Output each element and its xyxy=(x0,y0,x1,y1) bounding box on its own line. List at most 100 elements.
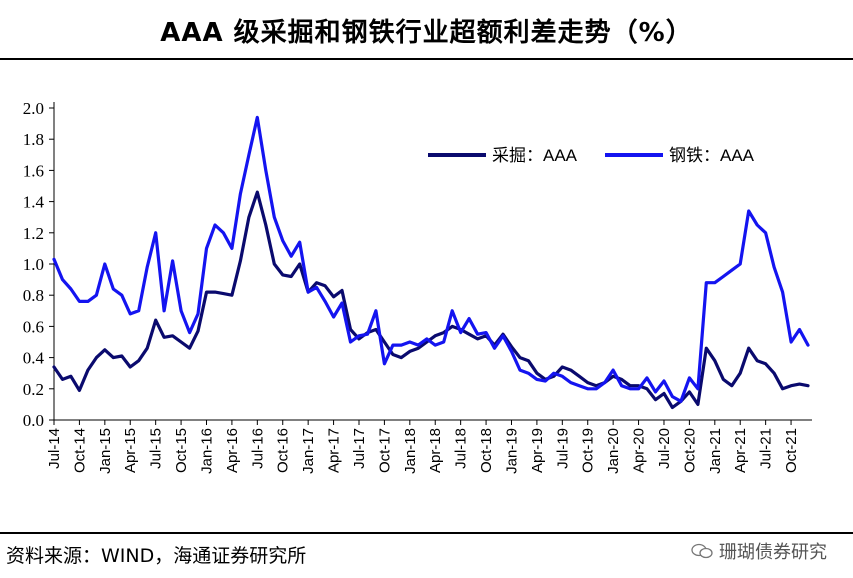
data-point xyxy=(349,328,352,331)
title-rule xyxy=(0,58,853,60)
data-point xyxy=(264,169,267,172)
data-point xyxy=(179,309,183,312)
data-point xyxy=(273,216,276,219)
data-point xyxy=(671,395,674,398)
data-point xyxy=(434,334,437,337)
data-point xyxy=(688,376,691,380)
data-point xyxy=(188,347,191,350)
x-tick-label: Apr-16 xyxy=(224,428,241,473)
data-point xyxy=(645,376,649,380)
data-point xyxy=(739,262,742,266)
x-tick-label: Jul-20 xyxy=(656,428,673,469)
data-point xyxy=(586,381,589,384)
data-point xyxy=(315,281,318,284)
data-point xyxy=(120,294,124,297)
data-point xyxy=(205,290,208,294)
data-point xyxy=(501,334,505,337)
data-point xyxy=(86,368,90,372)
x-tick-label: Jan-20 xyxy=(605,428,622,474)
data-point xyxy=(722,378,725,381)
data-point xyxy=(722,275,725,278)
x-tick-label: Apr-19 xyxy=(529,428,546,473)
data-point xyxy=(78,300,81,303)
x-tick-label: Apr-21 xyxy=(732,428,749,473)
data-point xyxy=(806,343,810,347)
x-tick-label: Jul-18 xyxy=(453,428,470,469)
data-point xyxy=(595,384,598,387)
series-line-2 xyxy=(52,115,810,403)
data-point xyxy=(349,340,352,344)
data-point xyxy=(298,241,301,244)
x-tick-label: Apr-20 xyxy=(631,428,648,473)
data-point xyxy=(611,375,615,378)
data-point xyxy=(476,333,479,336)
data-point xyxy=(213,290,217,294)
data-point xyxy=(69,287,73,291)
x-tick-label: Oct-17 xyxy=(376,428,393,473)
data-point xyxy=(340,301,344,305)
data-point xyxy=(196,312,200,316)
data-point xyxy=(781,290,784,294)
data-point xyxy=(205,247,208,250)
data-point xyxy=(620,384,623,387)
x-tick-label: Oct-19 xyxy=(580,428,597,473)
data-point xyxy=(417,343,420,347)
data-point xyxy=(730,269,733,272)
data-point xyxy=(264,223,267,227)
data-point xyxy=(78,389,81,392)
data-point xyxy=(408,340,411,344)
data-point xyxy=(95,294,98,297)
data-point xyxy=(112,356,115,359)
y-tick-label: 0.6 xyxy=(23,317,44,336)
data-point xyxy=(806,384,810,387)
data-point xyxy=(323,284,327,287)
data-point xyxy=(383,362,386,365)
y-tick-label: 1.8 xyxy=(23,130,44,149)
data-point xyxy=(281,239,284,242)
data-point xyxy=(527,372,530,375)
data-point xyxy=(374,328,378,331)
data-point xyxy=(298,262,301,266)
watermark-text: 珊瑚债券研究 xyxy=(719,542,827,563)
data-point xyxy=(713,359,716,362)
legend-label: 采掘：AAA xyxy=(492,146,578,165)
chart-title: AAA 级采掘和钢铁行业超额利差走势（%） xyxy=(160,18,693,48)
data-point xyxy=(628,387,632,390)
data-point xyxy=(129,312,132,316)
x-tick-label: Apr-18 xyxy=(427,428,444,473)
data-point xyxy=(120,354,124,358)
data-point xyxy=(654,398,657,401)
data-point xyxy=(230,247,234,250)
watermark: 珊瑚债券研究 xyxy=(691,538,827,564)
data-point xyxy=(451,325,454,328)
data-point xyxy=(290,255,293,258)
line-chart: 0.0 0.2 0.4 0.6 0.8 1.0 1.2 1.4 1.6 1.8 2.0 Jul-14 O… xyxy=(23,99,812,474)
data-point xyxy=(315,286,318,289)
data-point xyxy=(146,347,149,350)
data-point xyxy=(696,387,700,390)
x-tick-label: Jul-14 xyxy=(46,428,63,469)
x-tick-label: Oct-21 xyxy=(783,428,800,473)
data-point xyxy=(578,384,581,387)
data-point xyxy=(561,375,564,378)
data-point xyxy=(586,387,589,390)
source-note: 资料来源：WIND，海通证券研究所 xyxy=(6,545,307,567)
x-tick-label: Jul-19 xyxy=(554,428,571,469)
data-point xyxy=(764,362,767,365)
data-point xyxy=(374,309,378,312)
data-point xyxy=(510,350,513,353)
x-tick-label: Apr-17 xyxy=(326,428,343,473)
data-point xyxy=(552,372,555,375)
data-point xyxy=(425,337,428,341)
data-point xyxy=(595,387,598,390)
data-point xyxy=(544,379,547,383)
data-point xyxy=(52,365,56,369)
data-point xyxy=(789,340,793,344)
data-point xyxy=(535,378,539,381)
data-point xyxy=(451,309,454,312)
x-tick-label: Oct-16 xyxy=(275,428,292,473)
data-point xyxy=(798,382,801,386)
data-point xyxy=(357,334,361,337)
data-point xyxy=(645,387,649,390)
x-tick-label: Jan-18 xyxy=(402,428,419,474)
